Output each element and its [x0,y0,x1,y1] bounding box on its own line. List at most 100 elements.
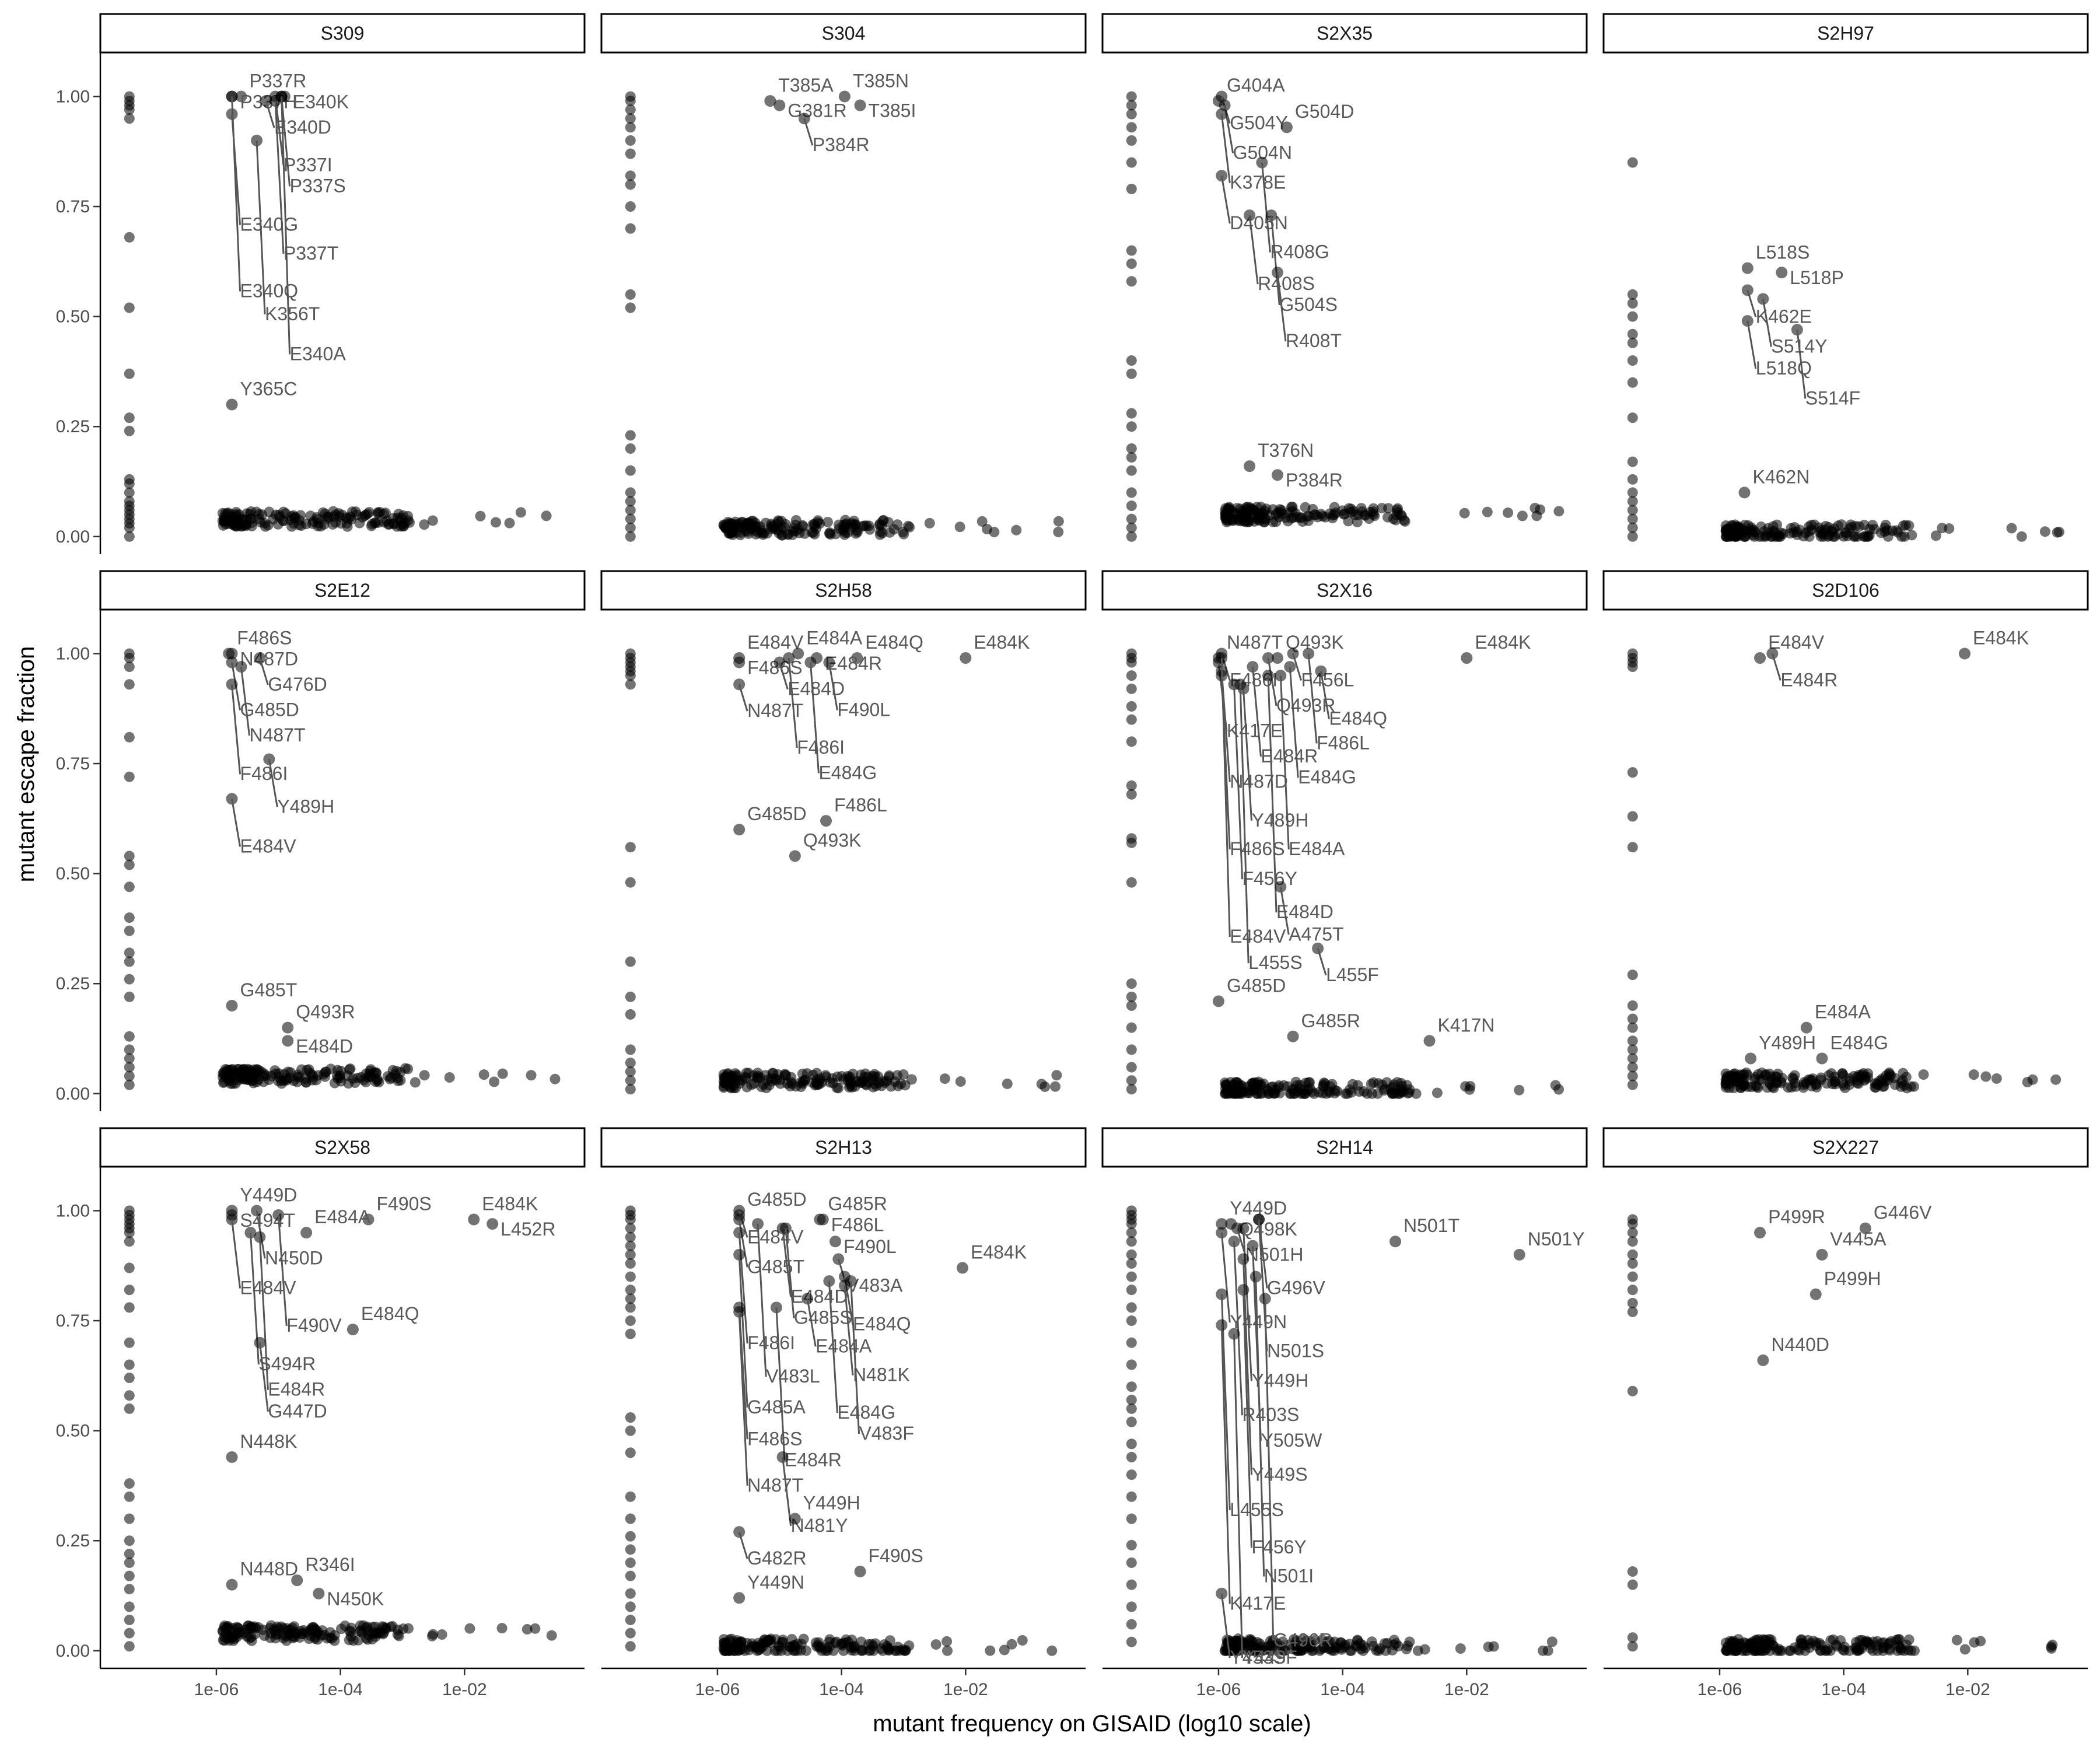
data-point [1126,443,1137,454]
data-point [625,877,636,888]
data-point [625,1302,636,1313]
data-point [1930,530,1941,541]
data-point [426,1630,438,1642]
data-point [124,104,135,116]
data-point [846,1644,857,1656]
mutant-label: G485D [747,803,806,824]
data-point [124,531,135,542]
mutant-label: Y449H [803,1493,860,1514]
data-point [231,515,242,526]
mutant-label: G496V [1267,1278,1325,1298]
data-point [260,1070,271,1081]
data-point [124,1615,135,1626]
data-point [1627,1000,1638,1011]
data-point [257,509,268,520]
data-point [124,771,135,782]
data-point [1126,701,1137,712]
label-leader [240,666,250,736]
data-point [1228,1642,1239,1653]
data-point [1827,526,1838,537]
label-leader [1267,657,1278,706]
label-leader [1796,330,1807,399]
x-tick-label: 1e-04 [1320,1680,1365,1699]
x-tick-label: 1e-02 [943,1680,988,1699]
mutant-label: E484A [1289,838,1345,859]
data-point [1627,337,1638,348]
data-point [124,1079,135,1090]
data-point [124,1236,135,1247]
data-point [625,201,636,212]
label-leader [1220,1325,1231,1604]
data-point [751,1642,762,1653]
data-point [786,1072,797,1083]
data-point [1266,1641,1277,1652]
data-point [1951,1634,1962,1646]
y-tick-label: 0.75 [56,197,90,216]
mutant-label: A475T [1289,923,1343,944]
label-leader [1233,1334,1244,1658]
data-point [851,652,863,664]
data-point [124,679,135,690]
data-point [1366,1636,1377,1647]
data-point [1346,503,1357,514]
data-point [436,1629,447,1640]
y-tick-label: 0.50 [56,864,90,884]
data-point [273,1068,284,1079]
data-point [1980,1071,1992,1082]
y-tick-label: 0.75 [56,1311,90,1331]
label-leader [1248,215,1259,285]
mutant-label: F486S [747,1428,802,1449]
data-point [830,1637,841,1648]
label-leader [1264,1298,1275,1641]
data-point [625,956,636,967]
data-point [625,1066,636,1077]
label-leader [788,657,798,748]
data-point [1126,135,1137,146]
data-point [362,1634,373,1645]
data-point [625,670,636,681]
facet-strip [1602,13,2089,54]
mutant-label: D405N [1230,212,1288,233]
mutant-label: G485R [1301,1010,1360,1031]
data-point [625,1223,636,1234]
data-point [1126,452,1137,463]
data-point [378,509,389,520]
mutant-label: T385A [778,75,834,96]
label-leader [274,96,285,166]
data-point [881,1076,892,1087]
mutant-label: N487T [1227,632,1283,653]
data-point [1852,531,1863,542]
mutant-label: G447D [268,1401,327,1422]
data-point [1126,368,1137,379]
data-point [300,1227,313,1239]
data-point [1627,1013,1638,1024]
data-point [1455,1643,1466,1654]
data-point [1733,1642,1744,1653]
mutant-label: E484Q [853,1314,911,1335]
data-point [766,523,777,534]
data-point [1282,516,1293,527]
data-point [1126,1539,1137,1550]
data-point [2047,1639,2058,1650]
data-point [1816,1640,1827,1651]
mutant-label: L455F [1326,964,1379,985]
data-point [124,732,135,743]
data-point [284,1629,295,1640]
label-leader [782,1228,792,1297]
data-point [124,1641,135,1652]
label-leader [1292,653,1302,681]
mutant-label: E484G [1830,1032,1888,1053]
mutant-label: F486I [797,737,845,758]
data-point [1368,1077,1379,1088]
data-point [625,302,636,313]
data-point [1796,1634,1807,1646]
mutant-label: G381R [788,100,846,121]
data-point [625,1009,636,1020]
facet-strip [99,570,586,611]
data-point [219,1635,230,1646]
data-point [1126,183,1137,194]
data-point [1728,530,1739,541]
data-point [1126,421,1137,432]
x-tick-label: 1e-06 [194,1680,239,1699]
data-point [1503,507,1514,518]
